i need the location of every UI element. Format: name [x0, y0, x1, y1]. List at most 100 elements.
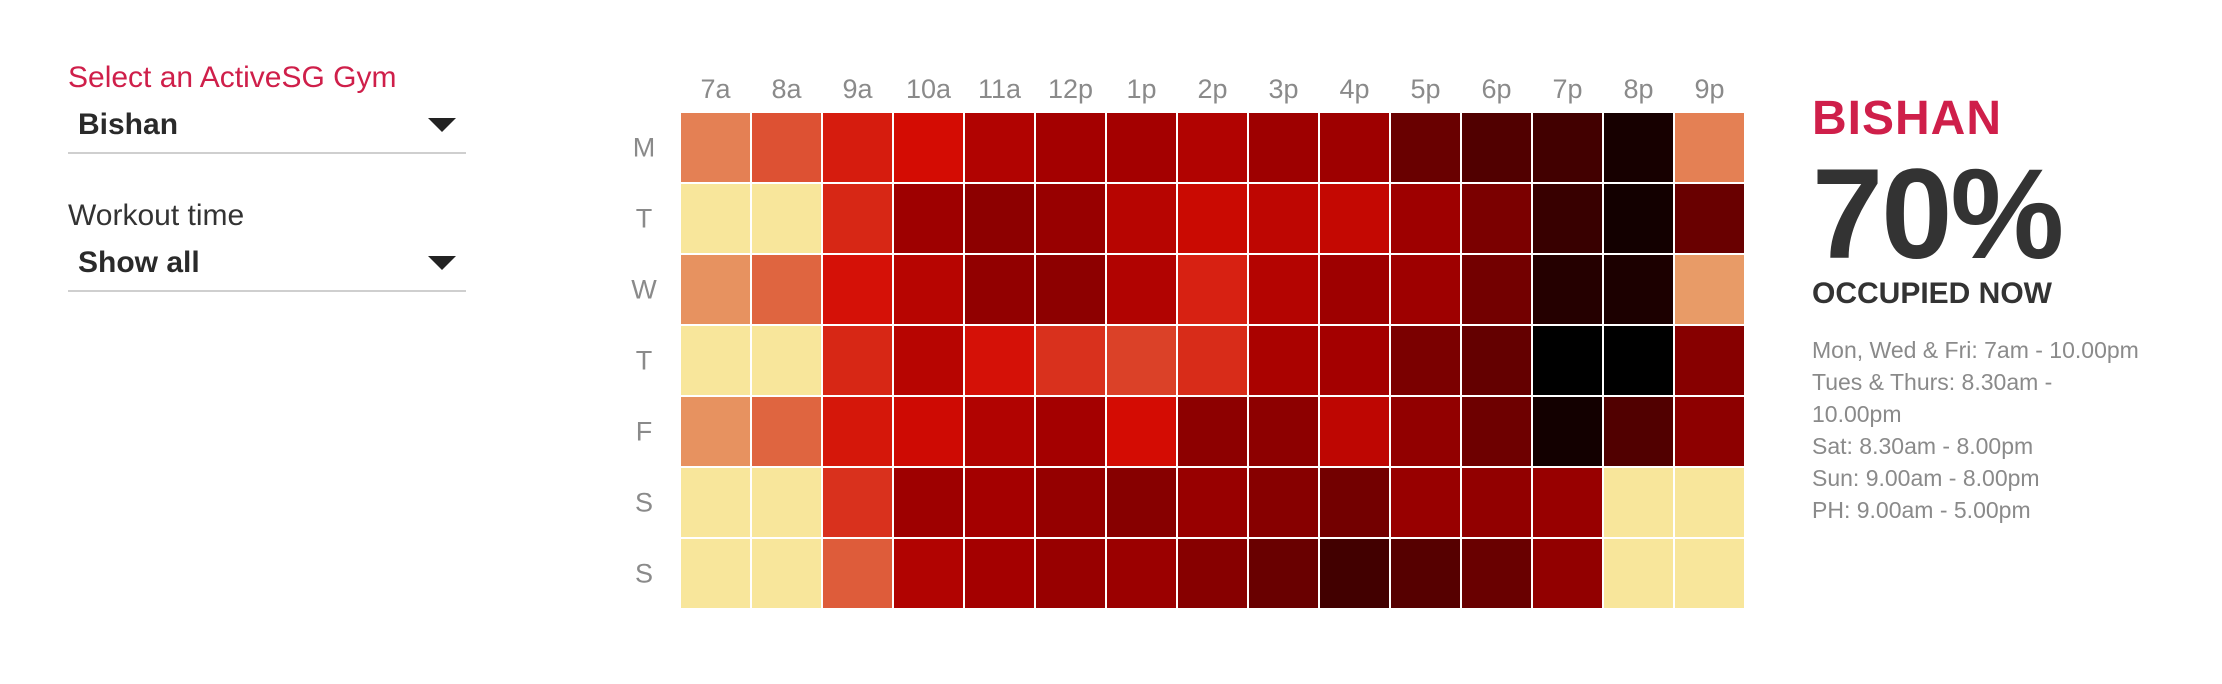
heatmap-cell[interactable] — [1247, 253, 1320, 326]
heatmap-cell[interactable] — [1105, 466, 1178, 539]
heatmap-cell[interactable] — [1389, 466, 1462, 539]
heatmap-cell[interactable] — [963, 182, 1036, 255]
heatmap-cell[interactable] — [1673, 395, 1746, 468]
heatmap-cell[interactable] — [892, 466, 965, 539]
heatmap-cell[interactable] — [1602, 395, 1675, 468]
heatmap-cell[interactable] — [1460, 182, 1533, 255]
heatmap-cell[interactable] — [1247, 537, 1320, 610]
gym-select[interactable]: Bishan — [68, 98, 466, 154]
heatmap-cell[interactable] — [1176, 395, 1249, 468]
heatmap-cell[interactable] — [750, 324, 823, 397]
heatmap-cell[interactable] — [1602, 324, 1675, 397]
heatmap-cell[interactable] — [679, 466, 752, 539]
heatmap-cell[interactable] — [821, 182, 894, 255]
heatmap-cell[interactable] — [821, 466, 894, 539]
heatmap-cell[interactable] — [1176, 182, 1249, 255]
heatmap-cell[interactable] — [1389, 253, 1462, 326]
heatmap-cell[interactable] — [1389, 324, 1462, 397]
heatmap-cell[interactable] — [1673, 111, 1746, 184]
heatmap-cell[interactable] — [892, 182, 965, 255]
heatmap-cell[interactable] — [821, 324, 894, 397]
heatmap-cell[interactable] — [679, 253, 752, 326]
heatmap-cell[interactable] — [1460, 324, 1533, 397]
heatmap-cell[interactable] — [1460, 466, 1533, 539]
heatmap-cell[interactable] — [1602, 537, 1675, 610]
heatmap-cell[interactable] — [1318, 324, 1391, 397]
heatmap-cell[interactable] — [1673, 182, 1746, 255]
heatmap-cell[interactable] — [1034, 395, 1107, 468]
heatmap-cell[interactable] — [821, 253, 894, 326]
heatmap-cell[interactable] — [1105, 395, 1178, 468]
heatmap-cell[interactable] — [1247, 111, 1320, 184]
heatmap-cell[interactable] — [1034, 182, 1107, 255]
heatmap-cell[interactable] — [1460, 111, 1533, 184]
heatmap-cell[interactable] — [1673, 537, 1746, 610]
heatmap-cell[interactable] — [750, 182, 823, 255]
workout-time-select[interactable]: Show all — [68, 236, 466, 292]
heatmap-cell[interactable] — [1105, 182, 1178, 255]
heatmap-cell[interactable] — [1318, 182, 1391, 255]
heatmap-cell[interactable] — [1460, 537, 1533, 610]
heatmap-cell[interactable] — [963, 537, 1036, 610]
heatmap-cell[interactable] — [892, 111, 965, 184]
heatmap-cell[interactable] — [1673, 253, 1746, 326]
heatmap-cell[interactable] — [1673, 324, 1746, 397]
heatmap-cell[interactable] — [1176, 253, 1249, 326]
heatmap-cell[interactable] — [1531, 111, 1604, 184]
heatmap-cell[interactable] — [1105, 253, 1178, 326]
heatmap-cell[interactable] — [1318, 395, 1391, 468]
chevron-down-icon[interactable] — [428, 256, 456, 270]
heatmap-cell[interactable] — [1247, 182, 1320, 255]
heatmap-cell[interactable] — [1176, 537, 1249, 610]
heatmap-cell[interactable] — [1034, 111, 1107, 184]
heatmap-cell[interactable] — [679, 182, 752, 255]
heatmap-cell[interactable] — [1318, 466, 1391, 539]
heatmap-cell[interactable] — [1176, 466, 1249, 539]
heatmap-cell[interactable] — [892, 395, 965, 468]
heatmap-cell[interactable] — [1247, 324, 1320, 397]
heatmap-cell[interactable] — [821, 537, 894, 610]
heatmap-cell[interactable] — [1318, 537, 1391, 610]
heatmap-cell[interactable] — [1247, 395, 1320, 468]
heatmap-cell[interactable] — [892, 537, 965, 610]
heatmap-cell[interactable] — [1602, 111, 1675, 184]
heatmap-cell[interactable] — [821, 395, 894, 468]
heatmap-cell[interactable] — [750, 395, 823, 468]
heatmap-cell[interactable] — [1176, 324, 1249, 397]
heatmap-cell[interactable] — [679, 537, 752, 610]
heatmap-cell[interactable] — [963, 395, 1036, 468]
heatmap-cell[interactable] — [1602, 466, 1675, 539]
heatmap-cell[interactable] — [1034, 253, 1107, 326]
heatmap-cell[interactable] — [1602, 253, 1675, 326]
heatmap-cell[interactable] — [1318, 253, 1391, 326]
heatmap-cell[interactable] — [679, 395, 752, 468]
heatmap-cell[interactable] — [963, 466, 1036, 539]
heatmap-cell[interactable] — [1531, 253, 1604, 326]
heatmap-cell[interactable] — [750, 537, 823, 610]
heatmap-cell[interactable] — [1602, 182, 1675, 255]
heatmap-cell[interactable] — [892, 253, 965, 326]
heatmap-cell[interactable] — [1034, 324, 1107, 397]
heatmap-cell[interactable] — [750, 111, 823, 184]
heatmap-cell[interactable] — [1389, 395, 1462, 468]
heatmap-cell[interactable] — [1531, 395, 1604, 468]
heatmap-cell[interactable] — [1460, 395, 1533, 468]
heatmap-cell[interactable] — [963, 324, 1036, 397]
chevron-down-icon[interactable] — [428, 118, 456, 132]
heatmap-cell[interactable] — [679, 111, 752, 184]
heatmap-cell[interactable] — [1531, 466, 1604, 539]
heatmap-cell[interactable] — [679, 324, 752, 397]
heatmap-cell[interactable] — [1176, 111, 1249, 184]
heatmap-cell[interactable] — [750, 253, 823, 326]
heatmap-cell[interactable] — [1389, 537, 1462, 610]
heatmap-cell[interactable] — [1105, 537, 1178, 610]
heatmap-cell[interactable] — [1389, 111, 1462, 184]
heatmap-cell[interactable] — [963, 253, 1036, 326]
heatmap-cell[interactable] — [1247, 466, 1320, 539]
heatmap-cell[interactable] — [1105, 111, 1178, 184]
heatmap-cell[interactable] — [1531, 537, 1604, 610]
heatmap-cell[interactable] — [1105, 324, 1178, 397]
heatmap-cell[interactable] — [1460, 253, 1533, 326]
heatmap-cell[interactable] — [1318, 111, 1391, 184]
heatmap-cell[interactable] — [963, 111, 1036, 184]
